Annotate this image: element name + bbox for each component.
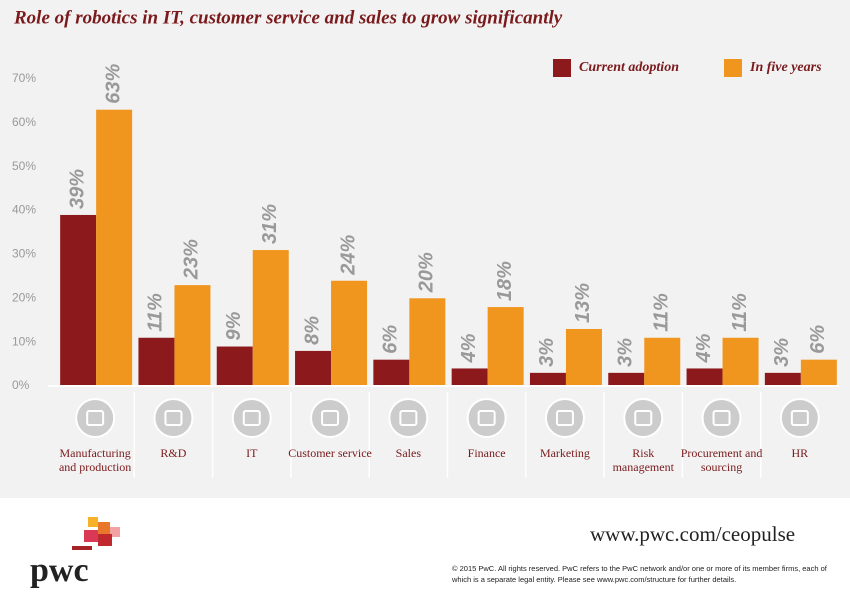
- category-icon: [153, 398, 194, 438]
- category-icon: [779, 398, 820, 438]
- x-tick-label: Sales: [395, 446, 422, 460]
- value-label: 39%: [66, 169, 88, 209]
- category-icon-glyph: [242, 410, 261, 426]
- y-tick-label: 20%: [12, 290, 36, 304]
- value-label: 4%: [693, 333, 715, 363]
- x-tick-label: Risk management: [612, 446, 674, 474]
- value-label: 8%: [301, 316, 323, 345]
- bar: [764, 372, 801, 386]
- category-icon-glyph: [634, 410, 653, 426]
- category-icon: [231, 398, 272, 438]
- x-tick-label: IT: [246, 446, 258, 460]
- category-icon: [310, 398, 351, 438]
- value-label: 18%: [494, 261, 516, 301]
- category-icon: [623, 398, 664, 438]
- value-label: 63%: [102, 63, 124, 103]
- bar: [373, 359, 410, 386]
- logo-blocks: [72, 517, 120, 550]
- y-tick-label: 10%: [12, 334, 36, 348]
- logo: pwc: [30, 552, 89, 589]
- value-label: 3%: [536, 338, 558, 367]
- x-tick-label: Marketing: [539, 446, 590, 460]
- value-label: 11%: [145, 293, 167, 332]
- value-label: 6%: [807, 325, 829, 354]
- value-label: 23%: [181, 239, 203, 280]
- footer-url: www.pwc.com/ceopulse: [590, 522, 796, 546]
- value-label: 31%: [259, 204, 281, 244]
- category-icon: [75, 398, 116, 438]
- value-label: 13%: [572, 283, 594, 323]
- x-tick-label: Customer service: [288, 446, 372, 460]
- y-tick-label: 40%: [12, 203, 36, 217]
- value-label: 11%: [729, 293, 751, 332]
- legend-label: In five years: [749, 60, 822, 75]
- value-label: 4%: [458, 333, 480, 363]
- legend-swatch: [724, 59, 742, 77]
- bar: [644, 337, 681, 386]
- value-label: 3%: [771, 338, 793, 367]
- category-icon-glyph: [399, 410, 418, 426]
- value-label: 20%: [416, 252, 438, 293]
- bar: [608, 372, 645, 386]
- bar: [60, 214, 97, 386]
- bar: [252, 250, 289, 386]
- legend-label: Current adoption: [579, 60, 679, 75]
- bar: [216, 346, 253, 386]
- x-tick-label: Procurement and sourcing: [680, 446, 763, 474]
- bar: [686, 368, 723, 386]
- bar: [529, 372, 566, 386]
- category-icon: [544, 398, 585, 438]
- bar: [96, 109, 133, 386]
- x-tick-label: R&D: [160, 446, 187, 460]
- category-icon-glyph: [86, 410, 105, 426]
- category-icon-glyph: [555, 410, 574, 426]
- y-tick-label: 70%: [12, 71, 36, 85]
- bar: [295, 350, 332, 386]
- category-icon: [388, 398, 429, 438]
- legend-swatch: [553, 59, 571, 77]
- category-icon-glyph: [712, 410, 731, 426]
- category-icon-glyph: [790, 410, 809, 426]
- bar: [565, 328, 602, 386]
- category-icon: [466, 398, 507, 438]
- category-icon-glyph: [164, 410, 183, 426]
- x-tick-label: HR: [791, 446, 809, 460]
- bar: [800, 359, 837, 386]
- bar: [331, 280, 368, 386]
- category-icon: [701, 398, 742, 438]
- value-label: 24%: [337, 234, 359, 275]
- x-tick-label: Finance: [467, 446, 506, 460]
- y-tick-label: 50%: [12, 159, 36, 173]
- category-icon-glyph: [477, 410, 496, 426]
- category-icon-glyph: [321, 410, 340, 426]
- y-tick-label: 60%: [12, 115, 36, 129]
- x-tick-label: Manufacturing and production: [58, 446, 132, 474]
- y-tick-label: 0%: [12, 378, 30, 392]
- bar: [487, 307, 524, 386]
- bar: [451, 368, 488, 386]
- copyright: © 2015 PwC. All rights reserved. PwC ref…: [452, 564, 827, 584]
- value-label: 3%: [615, 338, 637, 367]
- y-tick-label: 30%: [12, 247, 36, 261]
- chart-title: Role of robotics in IT, customer service…: [13, 7, 563, 28]
- bar: [722, 337, 759, 386]
- value-label: 11%: [651, 293, 673, 332]
- bar: [174, 285, 211, 386]
- bar: [138, 337, 175, 386]
- value-label: 6%: [380, 325, 402, 354]
- value-label: 9%: [223, 311, 245, 340]
- bar: [409, 298, 446, 386]
